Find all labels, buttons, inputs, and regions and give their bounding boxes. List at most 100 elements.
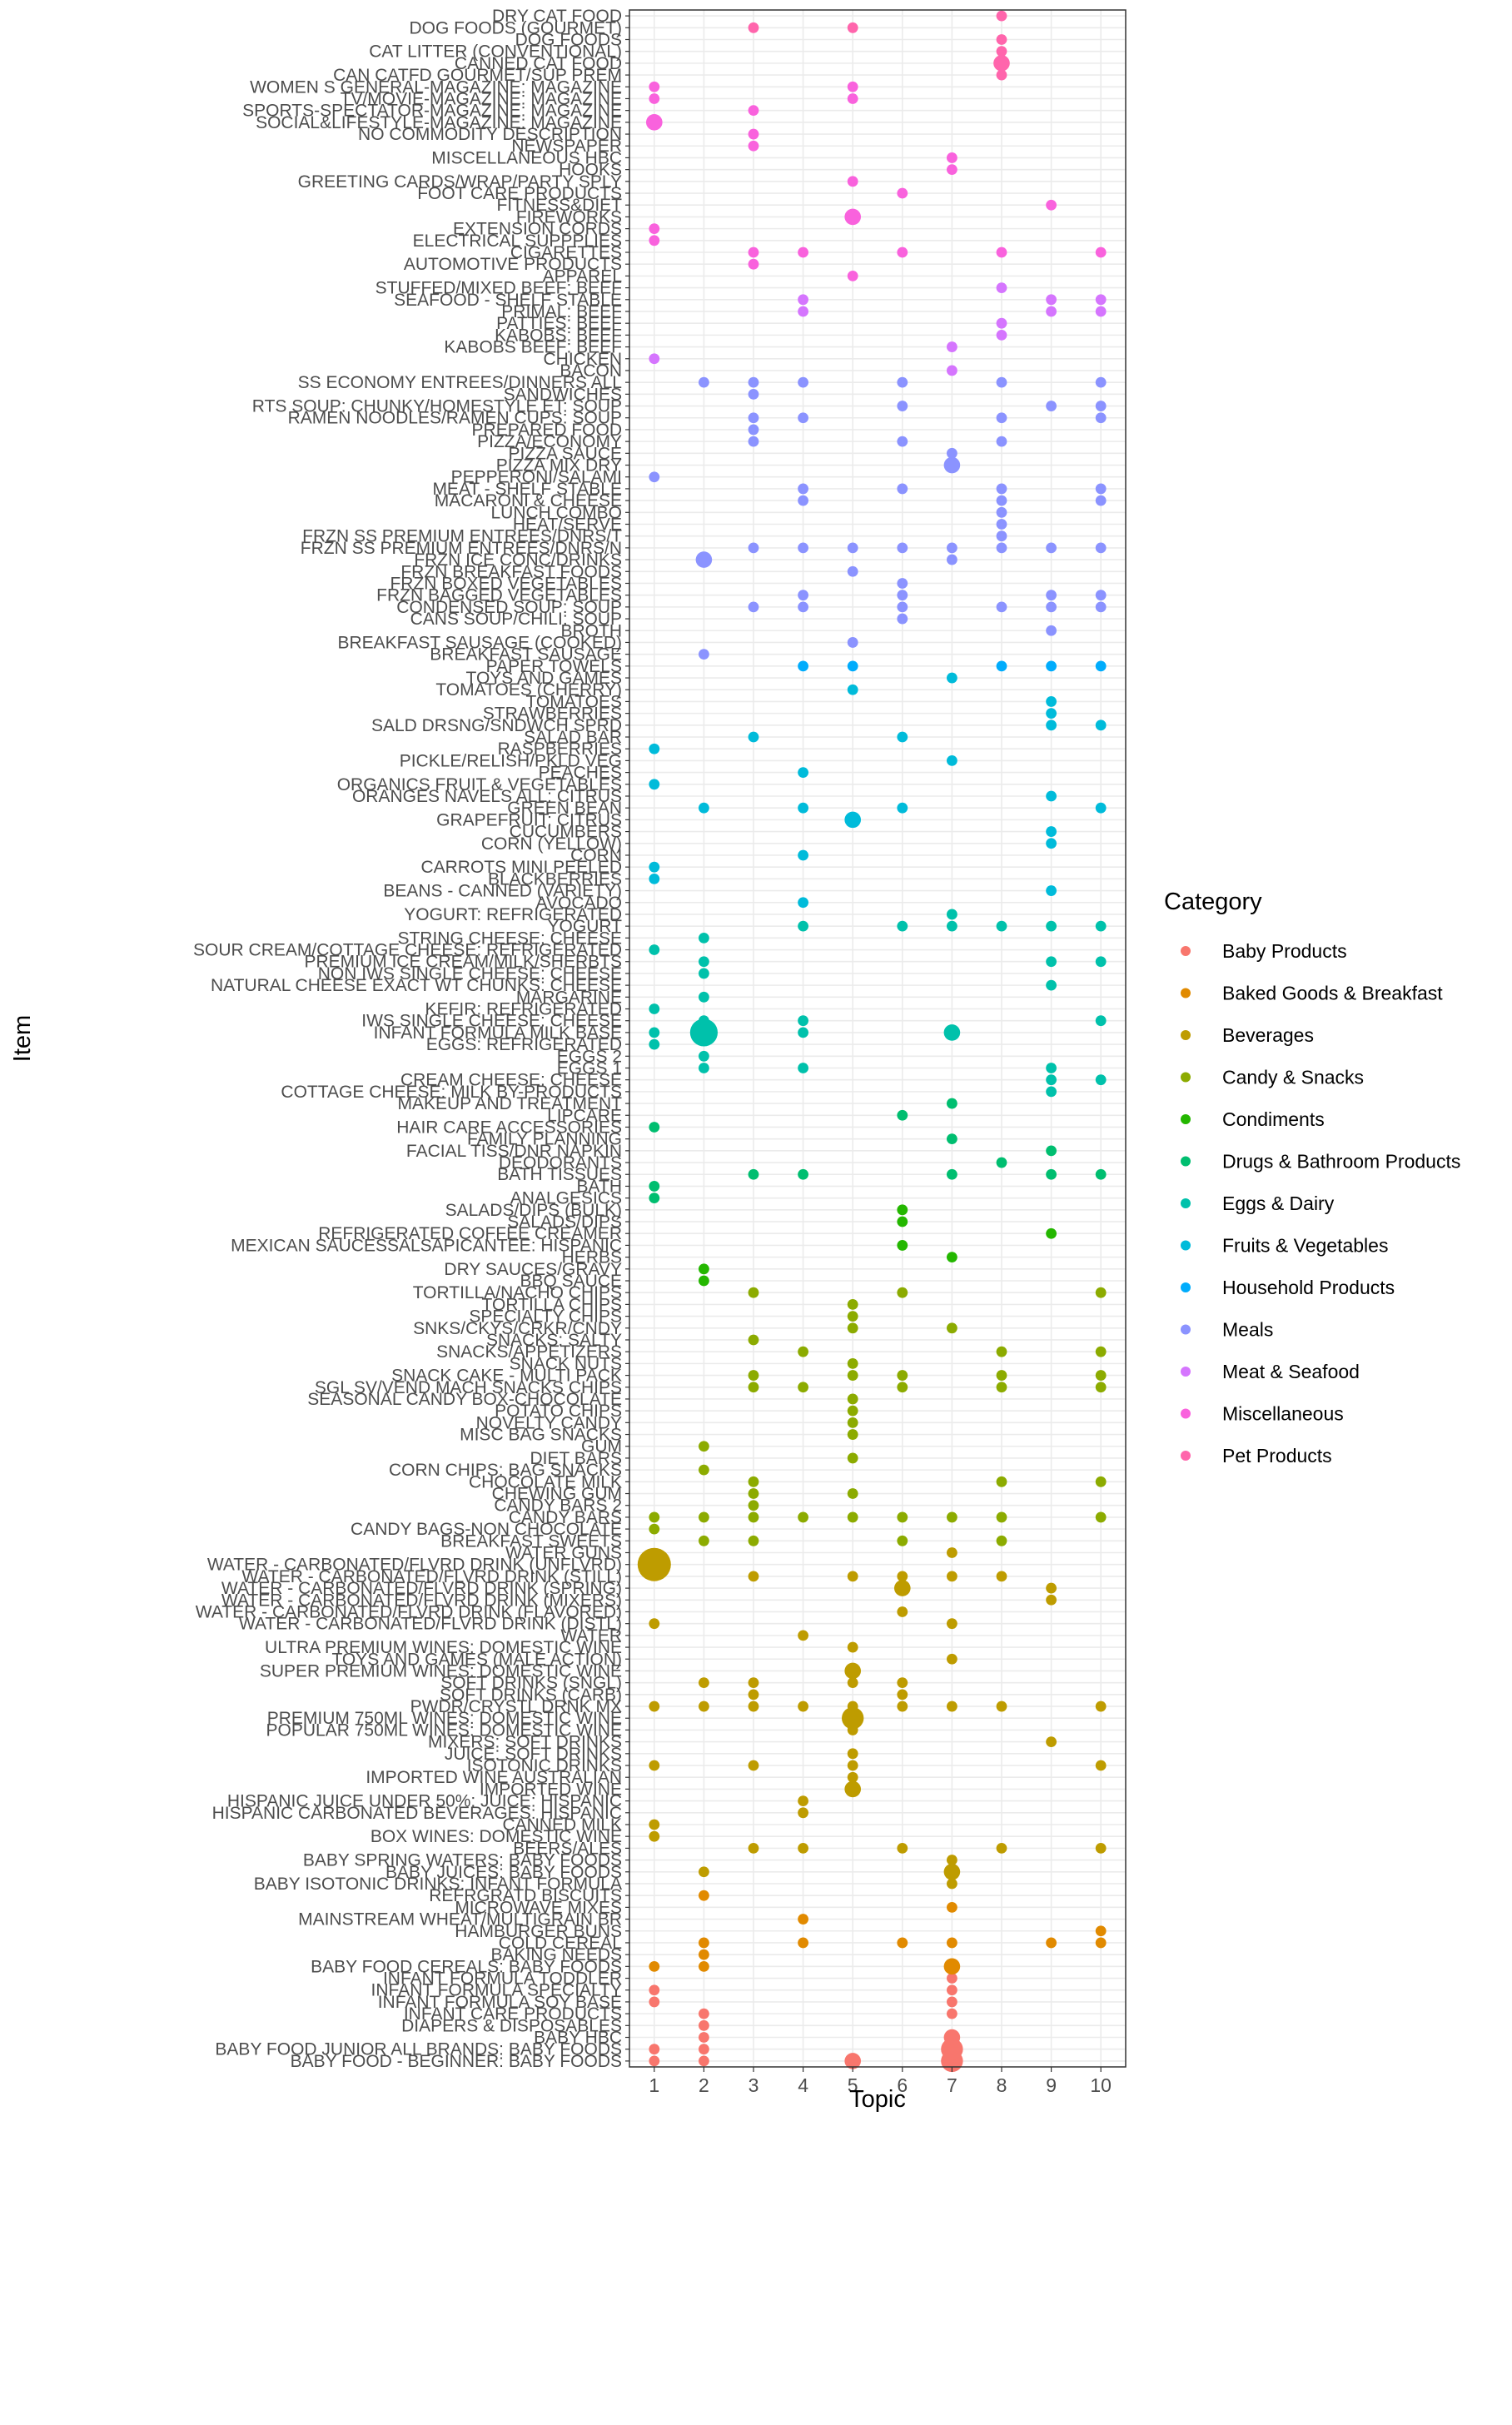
data-point <box>947 341 957 352</box>
y-tick-label: PIZZA SAUCE <box>508 444 622 463</box>
data-point <box>897 731 908 743</box>
data-point <box>699 1866 709 1878</box>
y-tick-label: FRZN SS PREMIUM ENTREES/DNRS/N <box>301 539 622 558</box>
data-point <box>1046 601 1057 613</box>
data-point <box>699 2032 709 2043</box>
data-point <box>947 909 957 920</box>
y-tick-label: CORN (YELLOW) <box>481 834 622 854</box>
data-point <box>748 1168 759 1180</box>
data-point <box>947 672 957 684</box>
y-tick-label: HEAT/SERVE <box>513 515 622 535</box>
data-point <box>1095 956 1107 968</box>
data-point <box>943 1863 961 1880</box>
data-point <box>649 1193 660 1204</box>
y-tick-label: BATH TISSUES <box>497 1165 622 1184</box>
data-point <box>996 601 1007 613</box>
y-tick-label: TORTILLA CHIPS <box>482 1295 622 1314</box>
y-tick-label: PIZZA MIX DRY <box>496 456 622 476</box>
data-point <box>847 1571 858 1582</box>
data-point <box>947 755 957 766</box>
data-point <box>947 1653 957 1665</box>
data-point <box>1095 1382 1107 1393</box>
data-point <box>1095 1925 1107 1937</box>
y-tick-label: CORN CHIPS: BAG SNACKS <box>389 1461 622 1480</box>
legend-label: Household Products <box>1222 1277 1395 1298</box>
y-tick-label: SALAD BAR <box>524 728 622 747</box>
y-tick-label: PREMIUM ICE CREAM/MILK/SHERBTS <box>304 953 622 972</box>
x-tick-label: 4 <box>798 2074 808 2096</box>
data-point <box>1095 542 1107 554</box>
data-point <box>996 10 1007 22</box>
y-tick-label: DIAPERS & DISPOSABLES <box>401 2016 622 2035</box>
y-tick-label: CHOCOLATE MILK <box>469 1472 622 1491</box>
data-point <box>996 542 1007 554</box>
y-tick-label: CAN CATFD GOURMET/SUP PREM <box>333 66 622 85</box>
data-point <box>947 1973 957 1984</box>
data-point <box>847 1370 858 1381</box>
data-point <box>996 317 1007 329</box>
data-point <box>897 1204 908 1216</box>
data-point <box>847 1298 858 1310</box>
data-point <box>996 1700 1007 1712</box>
y-tick-label: IMPORTED WINE AUSTRALIAN <box>366 1768 622 1787</box>
legend: Category Baby Products Baked Goods & Brea… <box>1164 889 1460 1466</box>
data-point <box>699 2044 709 2055</box>
data-point <box>1095 306 1107 317</box>
y-tick-label: BLACKBERRIES <box>488 869 622 889</box>
y-tick-label: MISCELLANEOUS HBC <box>431 148 622 167</box>
y-tick-label: SALD DRSNG/SNDWCH SPRD <box>371 716 622 735</box>
data-point <box>996 1370 1007 1381</box>
y-tick-label: ULTRA PREMIUM WINES: DOMESTIC WINE <box>265 1638 622 1657</box>
data-point <box>1095 1511 1107 1523</box>
y-tick-label: MAKEUP AND TREATMENT <box>397 1094 622 1113</box>
data-point <box>897 1606 908 1617</box>
legend-label: Meat & Seafood <box>1222 1361 1360 1382</box>
data-point <box>897 1511 908 1523</box>
y-tick-label: WATER - CARBONATED/FLVRD DRINK (DISTL) <box>239 1615 622 1634</box>
data-point <box>996 46 1007 57</box>
panel-border <box>629 9 1127 2068</box>
data-point <box>897 590 908 601</box>
y-tick-label: MARGARINE <box>516 988 622 1007</box>
data-point <box>1046 720 1057 731</box>
data-point <box>996 660 1007 672</box>
y-tick-label: BREAKFAST SAUSAGE (COOKED) <box>337 633 622 652</box>
data-point <box>748 1842 759 1854</box>
data-point <box>947 1571 957 1582</box>
data-point <box>1095 1168 1107 1180</box>
data-point <box>847 93 858 104</box>
y-tick-label: GUM <box>581 1437 622 1456</box>
legend-key <box>1181 1282 1191 1292</box>
y-tick-label: STRAWBERRIES <box>483 705 622 724</box>
data-point <box>1046 542 1057 554</box>
y-tick-label: PICKLE/RELISH/PKLD VEG <box>400 751 622 770</box>
data-point <box>897 1382 908 1393</box>
data-point <box>1046 885 1057 896</box>
x-tick-label: 2 <box>699 2074 709 2096</box>
y-tick-label: NON IWS SINGLE CHEESE: CHEESE <box>318 964 622 983</box>
data-point <box>947 554 957 565</box>
data-point <box>947 1996 957 2008</box>
legend-label: Meals <box>1222 1319 1273 1341</box>
data-point <box>996 436 1007 447</box>
data-point <box>996 1346 1007 1357</box>
data-point <box>699 968 709 979</box>
y-tick-label: TOMATOES <box>525 692 622 711</box>
data-point <box>1095 376 1107 388</box>
y-tick-label: SEAFOOD - SHELF STABLE <box>394 291 622 310</box>
data-point <box>798 1914 808 1925</box>
y-tick-label: NATURAL CHEESE EXACT WT CHUNKS: CHEESE <box>211 976 622 995</box>
data-point <box>649 1760 660 1771</box>
y-tick-label: SANDWICHES <box>504 385 622 404</box>
y-tick-label: RAMEN NOODLES/RAMEN CUPS: SOUP <box>288 409 622 428</box>
data-point <box>699 802 709 814</box>
y-tick-label: BABY ISOTONIC DRINKS: INFANT FORMULA <box>254 1875 622 1894</box>
data-point <box>847 660 858 672</box>
data-point <box>1095 1287 1107 1298</box>
data-point <box>947 1618 957 1630</box>
data-point <box>1046 920 1057 932</box>
data-point <box>894 1580 911 1596</box>
legend-label: Pet Products <box>1222 1445 1332 1466</box>
y-tick-label: NOVELTY CANDY <box>476 1413 622 1432</box>
data-point <box>649 1830 660 1842</box>
